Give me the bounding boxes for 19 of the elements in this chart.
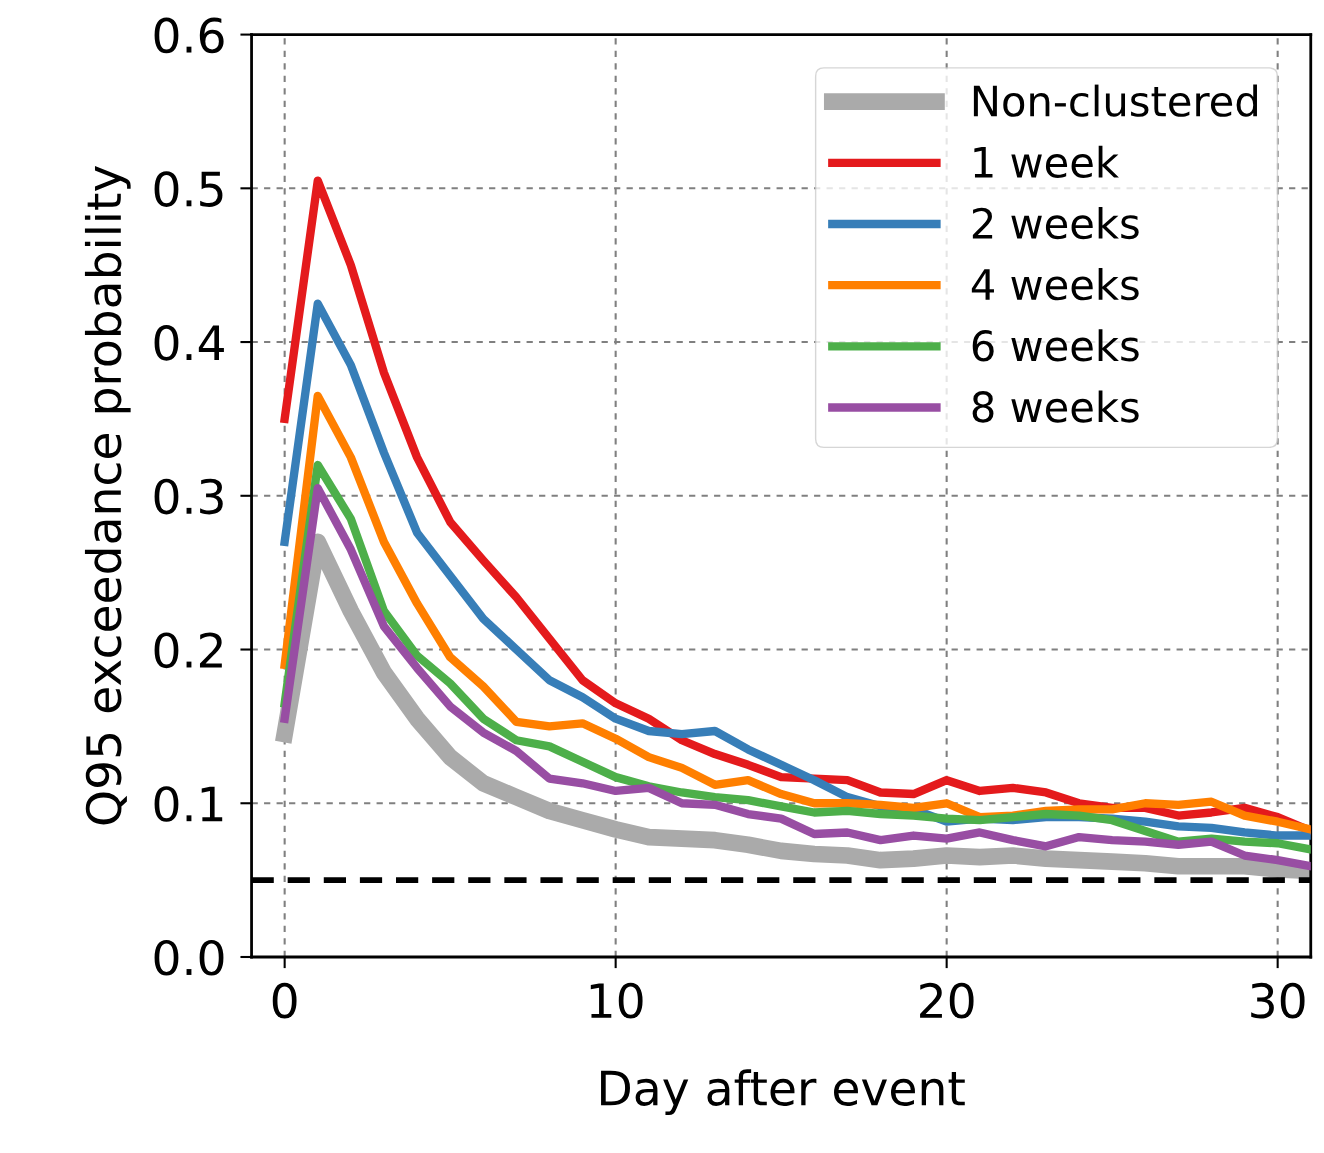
x-tick-label: 30	[1251, 982, 1305, 1019]
legend-label: 4 weeks	[971, 268, 1139, 301]
x-tick-label: 20	[920, 982, 974, 1019]
legend-label: 2 weeks	[972, 206, 1139, 240]
legend-label: 8 weeks	[972, 390, 1139, 423]
y-tick-label: 0.5	[154, 171, 223, 207]
x-axis-title: Day after event	[601, 1069, 965, 1116]
y-tick-label: 0.0	[154, 939, 224, 976]
x-tick-label: 0	[272, 982, 297, 1019]
y-tick-label: 0.1	[154, 786, 223, 822]
x-tick-label: 10	[590, 982, 643, 1019]
legend-label: 1 week	[974, 145, 1119, 178]
y-tick-label: 0.2	[154, 632, 222, 669]
y-tick-label: 0.3	[154, 478, 223, 515]
y-tick-label: 0.6	[154, 17, 224, 54]
y-axis-title: Q95 exceedance probability	[84, 165, 131, 825]
legend-label: 6 weeks	[972, 329, 1139, 362]
legend-label: Non-clustered	[973, 84, 1257, 117]
y-tick-label: 0.4	[154, 324, 224, 361]
